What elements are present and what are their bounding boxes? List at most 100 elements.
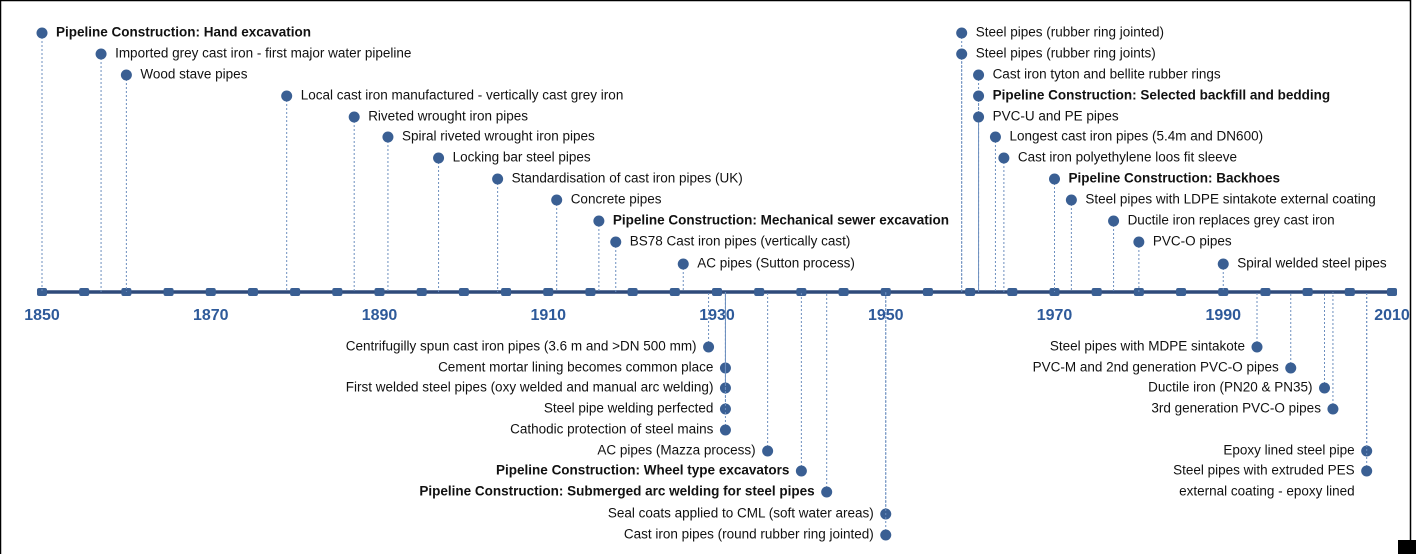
- event-dot: [382, 131, 394, 143]
- axis-tick: [1007, 288, 1018, 296]
- event-label: Longest cast iron pipes (5.4m and DN600): [1009, 129, 1263, 144]
- year-label: 1950: [868, 307, 904, 324]
- event-label: 3rd generation PVC-O pipes: [1151, 401, 1321, 416]
- event-label: Imported grey cast iron - first major wa…: [115, 46, 411, 61]
- event-label: Steel pipes with extruded PES: [1173, 463, 1355, 478]
- event-label: Spiral welded steel pipes: [1237, 256, 1387, 271]
- axis-tick: [1344, 288, 1355, 296]
- axis-tick: [458, 288, 469, 296]
- event-label: Pipeline Construction: Submerged arc wel…: [419, 484, 814, 499]
- axis-tick: [922, 288, 933, 296]
- event-label: Steel pipes (rubber ring joints): [976, 46, 1156, 61]
- event-dot: [973, 90, 985, 102]
- event-label: Steel pipes with MDPE sintakote: [1050, 339, 1245, 354]
- event-dot: [795, 465, 807, 477]
- event-dot: [492, 173, 504, 185]
- year-label: 1890: [362, 307, 398, 324]
- event-label: Cast iron pipes (round rubber ring joint…: [624, 527, 874, 542]
- event-label: Steel pipe welding perfected: [544, 401, 714, 416]
- axis-tick: [1091, 288, 1102, 296]
- axis-tick: [712, 288, 722, 296]
- axis-tick: [416, 288, 427, 296]
- event-label: PVC-U and PE pipes: [993, 109, 1119, 124]
- event-dot: [989, 131, 1001, 143]
- corner-mark: [1398, 540, 1416, 554]
- event-dot: [677, 258, 689, 270]
- event-label: Cathodic protection of steel mains: [510, 422, 714, 437]
- event-dot: [433, 152, 445, 164]
- event-dot: [120, 69, 132, 81]
- event-label: Standardisation of cast iron pipes (UK): [512, 171, 743, 186]
- event-dot: [956, 27, 968, 39]
- event-label: Cast iron tyton and bellite rubber rings: [993, 67, 1221, 82]
- event-dot: [593, 215, 605, 227]
- event-label: Wood stave pipes: [140, 67, 247, 82]
- year-label: 1990: [1205, 307, 1241, 324]
- axis-tick: [1302, 288, 1313, 296]
- event-dot: [1065, 194, 1077, 206]
- axis-tick: [205, 288, 216, 296]
- axis-tick: [754, 288, 765, 296]
- event-dot: [719, 424, 731, 436]
- event-dot: [610, 236, 622, 248]
- event-dot: [1133, 236, 1145, 248]
- event-label: AC pipes (Sutton process): [697, 256, 855, 271]
- event-dot: [1049, 173, 1060, 185]
- year-label: 2010: [1374, 307, 1410, 324]
- event-label: Epoxy lined steel pipe: [1223, 443, 1354, 458]
- axis-tick: [247, 288, 258, 296]
- event-dot: [36, 27, 48, 39]
- axis-tick: [1387, 288, 1397, 296]
- axis-tick: [79, 288, 90, 296]
- event-label: First welded steel pipes (oxy welded and…: [346, 380, 714, 395]
- event-label: Ductile iron (PN20 & PN35): [1148, 380, 1312, 395]
- year-label: 1930: [699, 307, 735, 324]
- axis-tick: [332, 288, 343, 296]
- axis-tick: [290, 288, 301, 296]
- event-dot: [1327, 403, 1339, 415]
- year-label: 1970: [1037, 307, 1073, 324]
- event-dot: [1319, 382, 1330, 394]
- event-label: Pipeline Construction: Backhoes: [1069, 171, 1281, 186]
- event-label: Concrete pipes: [571, 192, 662, 207]
- event-label: AC pipes (Mazza process): [597, 443, 755, 458]
- year-label: 1870: [193, 307, 229, 324]
- axis-tick: [1218, 288, 1229, 296]
- event-label: Cement mortar lining becomes common plac…: [438, 360, 713, 375]
- event-dot: [973, 111, 985, 123]
- axis-tick: [965, 288, 976, 296]
- axis-tick: [1176, 288, 1187, 296]
- event-dot: [762, 445, 774, 457]
- event-dot: [281, 90, 293, 102]
- event-dot: [821, 486, 833, 498]
- event-label: Locking bar steel pipes: [453, 150, 591, 165]
- axis-tick: [838, 288, 849, 296]
- event-label: Riveted wrought iron pipes: [368, 109, 528, 124]
- event-label: Steel pipes (rubber ring jointed): [976, 25, 1164, 40]
- axis-tick: [501, 288, 512, 296]
- event-dot: [1217, 258, 1229, 270]
- axis-tick: [374, 288, 385, 296]
- axis-tick: [163, 288, 174, 296]
- event-label: Seal coats applied to CML (soft water ar…: [608, 506, 874, 521]
- event-label: Cast iron polyethylene loos fit sleeve: [1018, 150, 1237, 165]
- event-dot: [956, 48, 968, 60]
- event-label: PVC-O pipes: [1153, 234, 1232, 249]
- event-label: Ductile iron replaces grey cast iron: [1128, 213, 1335, 228]
- year-label: 1910: [530, 307, 566, 324]
- event-dot: [1361, 465, 1373, 477]
- axis-tick: [1260, 288, 1271, 296]
- axis-tick: [37, 288, 47, 296]
- event-dot: [973, 69, 985, 81]
- event-dot: [348, 111, 360, 123]
- event-label: Spiral riveted wrought iron pipes: [402, 129, 595, 144]
- axis-tick: [669, 288, 680, 296]
- event-dot: [551, 194, 563, 206]
- event-dot: [998, 152, 1010, 164]
- event-dot: [1108, 215, 1120, 227]
- event-label: Pipeline Construction: Hand excavation: [56, 25, 311, 40]
- event-label: Pipeline Construction: Mechanical sewer …: [613, 213, 949, 228]
- event-label: Centrifugilly spun cast iron pipes (3.6 …: [346, 339, 697, 354]
